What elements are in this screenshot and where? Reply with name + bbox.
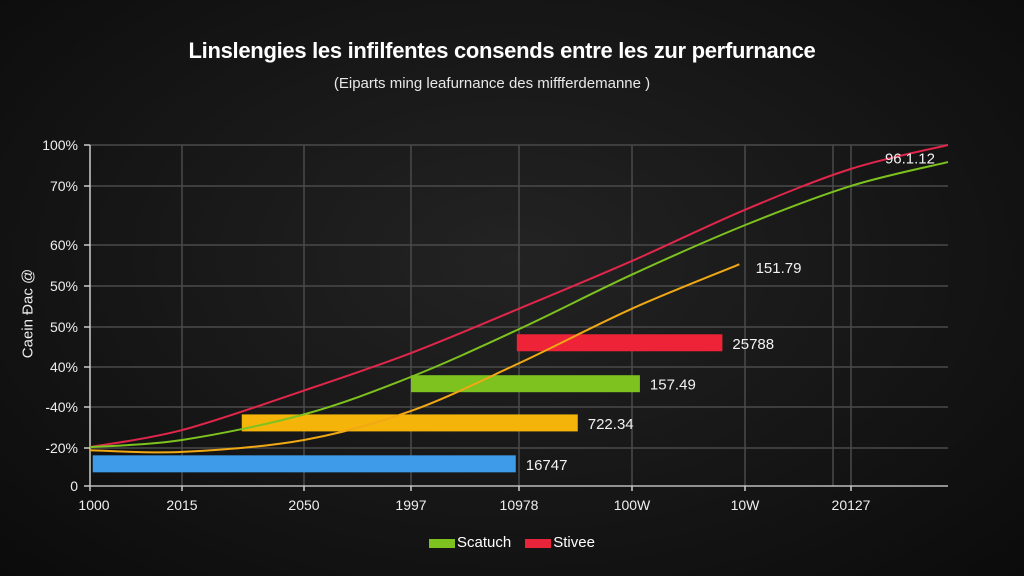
legend-label: Stivee (553, 534, 595, 551)
annotation-label: 151.79 (756, 260, 802, 277)
x-tick-label: 10W (731, 497, 761, 513)
y-tick-label: 40% (50, 359, 78, 375)
x-tick-label: 2050 (288, 497, 319, 513)
y-tick-label: 50% (50, 319, 78, 335)
y-tick-label: 60% (50, 237, 78, 253)
bar-label: 25788 (732, 336, 774, 353)
legend-swatch-stivee (525, 538, 552, 548)
chart-title: Linslengies les infilfentes consends ent… (188, 38, 816, 63)
x-tick-label: 1997 (395, 497, 426, 513)
legend: Scatuch Stivee (0, 534, 1024, 551)
legend-item-scatuch[interactable]: Scatuch (429, 534, 511, 551)
series-line-stivee (89, 144, 949, 449)
annotation-label: 96.1.12 (885, 151, 935, 168)
x-tick-label: 10978 (500, 497, 539, 513)
legend-item-stivee[interactable]: Stivee (525, 534, 595, 551)
y-tick-label: 100% (42, 137, 78, 153)
x-tick-label: 100W (614, 497, 651, 513)
y-tick-label: 70% (50, 178, 78, 194)
chart-subtitle: (Eiparts ming leafurnance des miffferdem… (333, 75, 651, 92)
series-line-scatuch (89, 161, 949, 449)
y-tick-label: 0 (70, 478, 78, 494)
bar-label: 16747 (526, 457, 568, 474)
x-tick-label: 20127 (832, 497, 871, 513)
legend-swatch-scatuch (429, 538, 456, 548)
bar-1 (241, 414, 578, 432)
x-tick-label: 1000 (78, 497, 109, 513)
bar-0 (92, 455, 516, 473)
bar-label: 157.49 (650, 377, 696, 394)
legend-label: Scatuch (457, 534, 512, 551)
y-tick-label: 50% (50, 278, 78, 294)
bar-label: 722.34 (588, 416, 634, 433)
y-tick-label: -20% (45, 440, 78, 456)
x-tick-label: 2015 (166, 497, 197, 513)
series-line-orange (89, 263, 740, 454)
bar-2 (411, 375, 640, 393)
y-tick-label: -40% (45, 399, 78, 415)
